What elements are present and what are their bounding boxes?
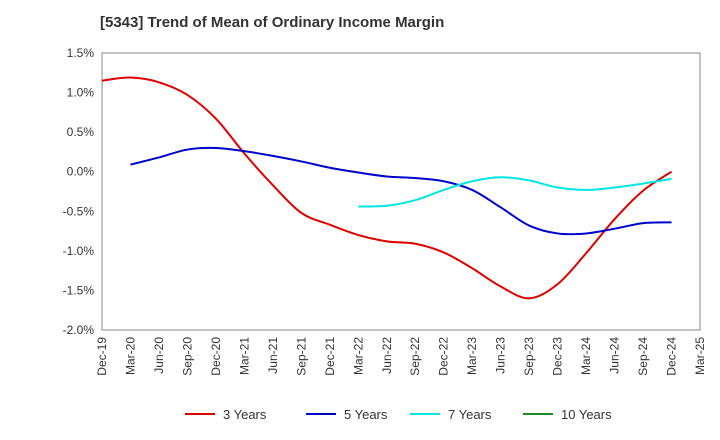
plot-area [101,52,701,331]
x-tick-label: Sep-22 [408,337,422,376]
series-line-5-years [130,146,672,236]
x-tick-label: Mar-25 [693,337,707,375]
x-axis-ticks: Dec-19 Mar-20 Jun-20 Sep-20 Dec-20 Mar-21 Jun-… [95,337,707,376]
x-tick-label: Dec-22 [437,337,451,376]
x-tick-label: Mar-21 [237,337,251,375]
y-axis-ticks: 1.5% 1.0% 0.5% 0.0% -0.5% -1.0% -1.5% -2.0% [63,46,95,337]
legend-label-10-years: 10 Years [561,407,612,422]
y-tick-label: 0.5% [67,125,95,139]
x-tick-label: Dec-19 [95,337,109,376]
x-tick-label: Dec-21 [323,337,337,376]
x-tick-label: Jun-22 [380,337,394,374]
x-tick-label: Sep-24 [636,337,650,376]
x-tick-label: Mar-20 [123,337,137,375]
chart-title: [5343] Trend of Mean of Ordinary Income … [100,14,445,31]
y-tick-label: -2.0% [63,323,95,337]
x-tick-label: Sep-21 [294,337,308,376]
y-tick-label: -1.0% [63,244,95,258]
legend-label-7-years: 7 Years [448,407,492,422]
legend: 3 Years 5 Years 7 Years 10 Years [185,407,612,422]
x-tick-label: Jun-20 [152,337,166,374]
y-tick-label: 0.0% [67,165,95,179]
x-tick-label: Sep-23 [522,337,536,376]
series-line-7-years [358,176,672,208]
y-tick-label: -1.5% [63,283,95,297]
series-line-3-years [101,76,673,300]
x-tick-label: Dec-20 [209,337,223,376]
y-tick-label: 1.0% [67,86,95,100]
x-tick-label: Dec-23 [551,337,565,376]
y-tick-label: 1.5% [67,46,95,60]
legend-label-5-years: 5 Years [344,407,388,422]
x-tick-label: Jun-23 [494,337,508,374]
data-series [101,76,673,300]
x-tick-label: Jun-24 [608,337,622,374]
x-tick-label: Mar-22 [351,337,365,375]
axes [101,52,701,331]
legend-label-3-years: 3 Years [223,407,267,422]
x-tick-label: Sep-20 [180,337,194,376]
x-tick-label: Jun-21 [266,337,280,374]
x-tick-label: Mar-24 [579,337,593,375]
y-tick-label: -0.5% [63,204,95,218]
x-tick-label: Dec-24 [665,337,679,376]
x-tick-label: Mar-23 [465,337,479,375]
